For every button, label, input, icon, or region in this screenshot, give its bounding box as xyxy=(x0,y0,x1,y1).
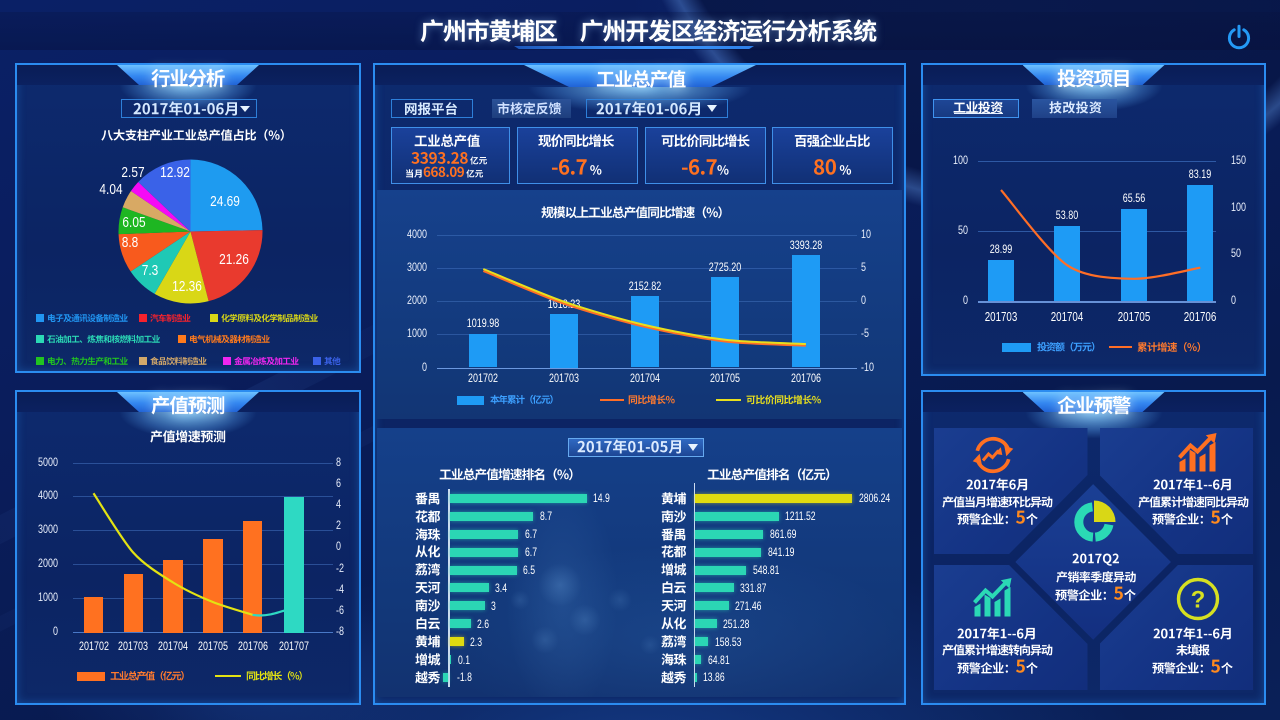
svg-text:?: ? xyxy=(1190,587,1205,614)
